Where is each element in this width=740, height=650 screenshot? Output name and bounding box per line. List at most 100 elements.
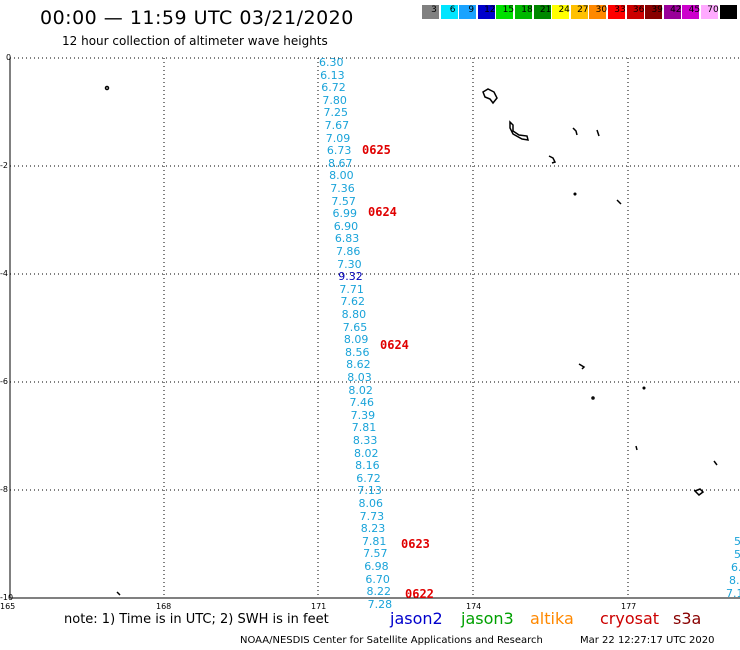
- longitude-tick-label: 174: [466, 602, 482, 611]
- wave-height-value: 8.06: [358, 497, 384, 510]
- latitude-tick-label: -6: [0, 377, 8, 386]
- longitude-tick-label: 171: [311, 602, 327, 611]
- wave-height-value: 7.09: [325, 131, 351, 145]
- wave-height-value: 8.56: [344, 345, 370, 359]
- wave-height-value: 6.99: [332, 207, 358, 221]
- color-swatch-label: 27: [577, 5, 589, 15]
- wave-height-value: 6.90: [333, 219, 359, 233]
- wave-height-value: 6.13: [320, 68, 345, 82]
- color-swatch: [459, 5, 477, 19]
- latitude-tick-label: -8: [0, 485, 8, 494]
- color-swatch-label: 24: [558, 5, 570, 15]
- color-swatch: [682, 5, 700, 19]
- color-swatch-label: 36: [632, 5, 645, 15]
- color-swatch-label: 3: [431, 5, 437, 15]
- wave-height-value: 7.39: [350, 408, 376, 422]
- color-swatch: [440, 5, 458, 19]
- page-title: 00:00 — 11:59 UTC 03/21/2020: [40, 7, 354, 29]
- edge-value-fragment: 8.: [729, 574, 740, 587]
- wave-height-value: 6.72: [356, 471, 381, 485]
- wave-height-value: 6.70: [365, 572, 390, 586]
- wave-height-value: 6.30: [319, 56, 344, 69]
- satellite-jason3-label: jason3: [461, 609, 514, 628]
- color-swatch: [496, 5, 514, 19]
- color-swatch-label: 15: [502, 5, 515, 15]
- color-swatch: [477, 5, 495, 19]
- satellite-jason2-label: jason2: [390, 609, 443, 628]
- color-swatch-label: 6: [449, 5, 456, 15]
- wave-height-value: 6.83: [334, 232, 360, 246]
- wave-height-value: 7.13: [357, 484, 382, 498]
- color-swatch-label: 12: [484, 5, 496, 15]
- latitude-tick-label: -10: [0, 593, 14, 602]
- wave-height-value: 6.73: [326, 144, 352, 158]
- satellite-s3a-label: s3a: [673, 609, 702, 628]
- color-swatch-label: 21: [539, 5, 552, 15]
- lat-gridlines: [10, 57, 740, 491]
- longitude-tick-label: 168: [156, 602, 172, 611]
- color-swatch: [422, 5, 439, 19]
- edge-value-fragment: 7.1: [726, 587, 740, 600]
- longitude-tick-label: 165: [0, 602, 16, 611]
- color-swatch-label: 70: [707, 5, 719, 15]
- pass-time-label: 0624: [368, 205, 397, 219]
- color-swatch: [626, 5, 644, 19]
- color-swatch-label: 42: [670, 5, 682, 15]
- color-swatch: [608, 5, 625, 19]
- generation-timestamp: Mar 22 12:27:17 UTC 2020: [580, 635, 715, 646]
- color-swatch: [570, 5, 588, 19]
- color-swatch: [589, 5, 607, 19]
- wave-height-value: 7.67: [324, 119, 350, 132]
- color-swatch-label: 45: [688, 5, 701, 15]
- color-swatch: [645, 5, 663, 19]
- island-outlines: [104, 85, 718, 596]
- latitude-tick-label: -2: [0, 161, 8, 170]
- color-swatch: [552, 5, 570, 19]
- edge-value-fragment: 5: [734, 535, 740, 548]
- color-swatch: [701, 5, 718, 19]
- latitude-tick-label: -4: [0, 269, 8, 278]
- color-swatch-label: 39: [651, 5, 663, 15]
- wave-height-value: 8.80: [341, 308, 367, 321]
- color-swatch: [663, 5, 681, 19]
- wave-height-value: 9.32: [338, 270, 363, 284]
- satellite-cryosat-label: cryosat: [600, 609, 660, 628]
- wave-height-value: 8.22: [366, 585, 391, 599]
- color-swatch-label: 18: [521, 5, 533, 15]
- satellite-altika-label: altika: [530, 609, 574, 628]
- lon-gridlines: [163, 58, 629, 598]
- pass-time-label: 0623: [401, 537, 430, 551]
- page-subtitle: 12 hour collection of altimeter wave hei…: [62, 34, 328, 48]
- wave-height-value: 8.16: [355, 459, 380, 473]
- wave-height-value: 7.80: [322, 93, 347, 107]
- wave-height-value: 7.30: [337, 257, 362, 271]
- longitude-tick-label: 177: [621, 602, 637, 611]
- wave-height-value: 7.73: [359, 509, 385, 523]
- wave-height-value: 8.00: [329, 169, 354, 183]
- color-swatch-label: 30: [595, 5, 608, 15]
- wave-height-value: 8.33: [352, 434, 378, 447]
- wave-height-value: 7.62: [340, 295, 365, 309]
- wave-height-value: 7.86: [335, 245, 361, 258]
- wave-height-value: 6.72: [321, 81, 346, 95]
- wave-height-value: 7.46: [349, 396, 375, 410]
- pass-time-label: 0625: [362, 143, 391, 157]
- edge-value-fragment: 5: [734, 548, 740, 561]
- wave-height-value: 8.03: [347, 371, 372, 384]
- pass-time-label: 0624: [380, 338, 409, 352]
- wave-height-value: 7.81: [351, 421, 377, 435]
- wave-height-value: 7.28: [367, 597, 393, 611]
- wave-height-value: 7.57: [331, 194, 356, 208]
- color-swatch: [533, 5, 551, 19]
- wave-height-value: 8.02: [354, 446, 379, 460]
- wave-height-value: 7.71: [339, 282, 364, 296]
- wave-height-value: 8.62: [346, 358, 371, 372]
- wave-height-value: 8.09: [343, 333, 369, 347]
- wave-height-value: 7.36: [330, 182, 355, 195]
- map-frame: [9, 58, 740, 599]
- wave-height-value: 7.81: [361, 534, 387, 548]
- credit-line: NOAA/NESDIS Center for Satellite Applica…: [240, 635, 543, 646]
- color-swatch-label: (ft): [722, 5, 737, 15]
- pass-time-label: 0622: [405, 587, 434, 601]
